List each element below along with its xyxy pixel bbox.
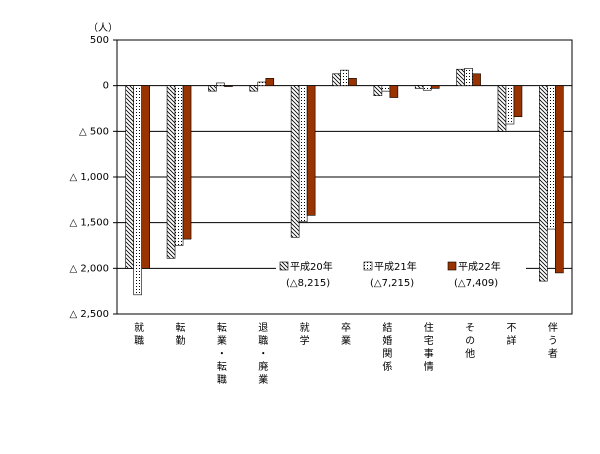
bar	[464, 68, 473, 86]
bar	[340, 69, 349, 86]
bar	[265, 78, 275, 86]
bar	[249, 85, 259, 92]
legend-note: (△7,409)	[454, 278, 498, 289]
bar	[373, 85, 383, 97]
bar	[456, 68, 465, 86]
bar	[555, 85, 564, 274]
x-tick-label: 転業・転職	[214, 322, 226, 387]
bar	[224, 85, 233, 87]
bar	[290, 85, 300, 238]
x-tick-label: 住宅事情	[421, 321, 433, 374]
legend-label: 平成22年	[458, 260, 501, 273]
bar	[141, 85, 150, 269]
bar	[166, 85, 176, 259]
x-tick-label: 就職	[132, 321, 144, 348]
bar	[208, 85, 217, 92]
legend-label: 平成21年	[374, 260, 417, 273]
y-tick-label: △ 1,500	[70, 218, 110, 229]
bar	[389, 85, 399, 98]
bar	[414, 85, 424, 89]
bar	[513, 85, 523, 118]
bar	[174, 85, 184, 246]
y-tick-label: 500	[90, 35, 109, 46]
bar	[422, 85, 432, 91]
bar	[306, 85, 316, 216]
bar	[216, 82, 225, 86]
y-tick-label: △ 1,000	[70, 172, 110, 183]
legend-swatch	[447, 261, 457, 271]
x-tick-label: 退職・廃業	[256, 322, 268, 387]
y-tick-label: 0	[103, 81, 109, 92]
bar	[430, 85, 440, 89]
y-tick-label: △ 2,000	[70, 263, 110, 274]
x-tick-label: 就学	[297, 321, 309, 348]
y-tick-label: △ 500	[79, 126, 109, 137]
bar	[348, 78, 357, 86]
legend-note: (△7,215)	[370, 278, 414, 289]
legend-box	[276, 254, 526, 294]
bar	[381, 85, 391, 92]
bar	[133, 85, 142, 296]
x-tick-label: 卒業	[339, 321, 351, 348]
bar	[332, 73, 341, 86]
legend-note: (△8,215)	[286, 278, 330, 289]
legend-label: 平成20年	[290, 260, 333, 273]
bar	[505, 85, 515, 125]
bar	[539, 85, 548, 282]
x-tick-label: 転勤	[173, 322, 185, 348]
x-tick-label: その他	[463, 322, 475, 361]
bar	[182, 85, 192, 240]
legend-swatch	[279, 261, 289, 271]
legend-swatch	[363, 261, 373, 271]
x-tick-label: 伴う者	[545, 321, 557, 361]
bar	[298, 85, 308, 223]
y-unit: （人）	[88, 22, 118, 34]
plot-frame	[116, 39, 573, 315]
bar	[472, 73, 481, 86]
x-tick-label: 結婚関係	[380, 321, 392, 374]
y-tick-label: △ 2,500	[70, 309, 110, 320]
bar	[547, 85, 556, 230]
bar	[257, 81, 267, 86]
x-tick-label: 不詳	[504, 322, 516, 348]
bar	[497, 85, 507, 132]
bar	[125, 85, 134, 269]
